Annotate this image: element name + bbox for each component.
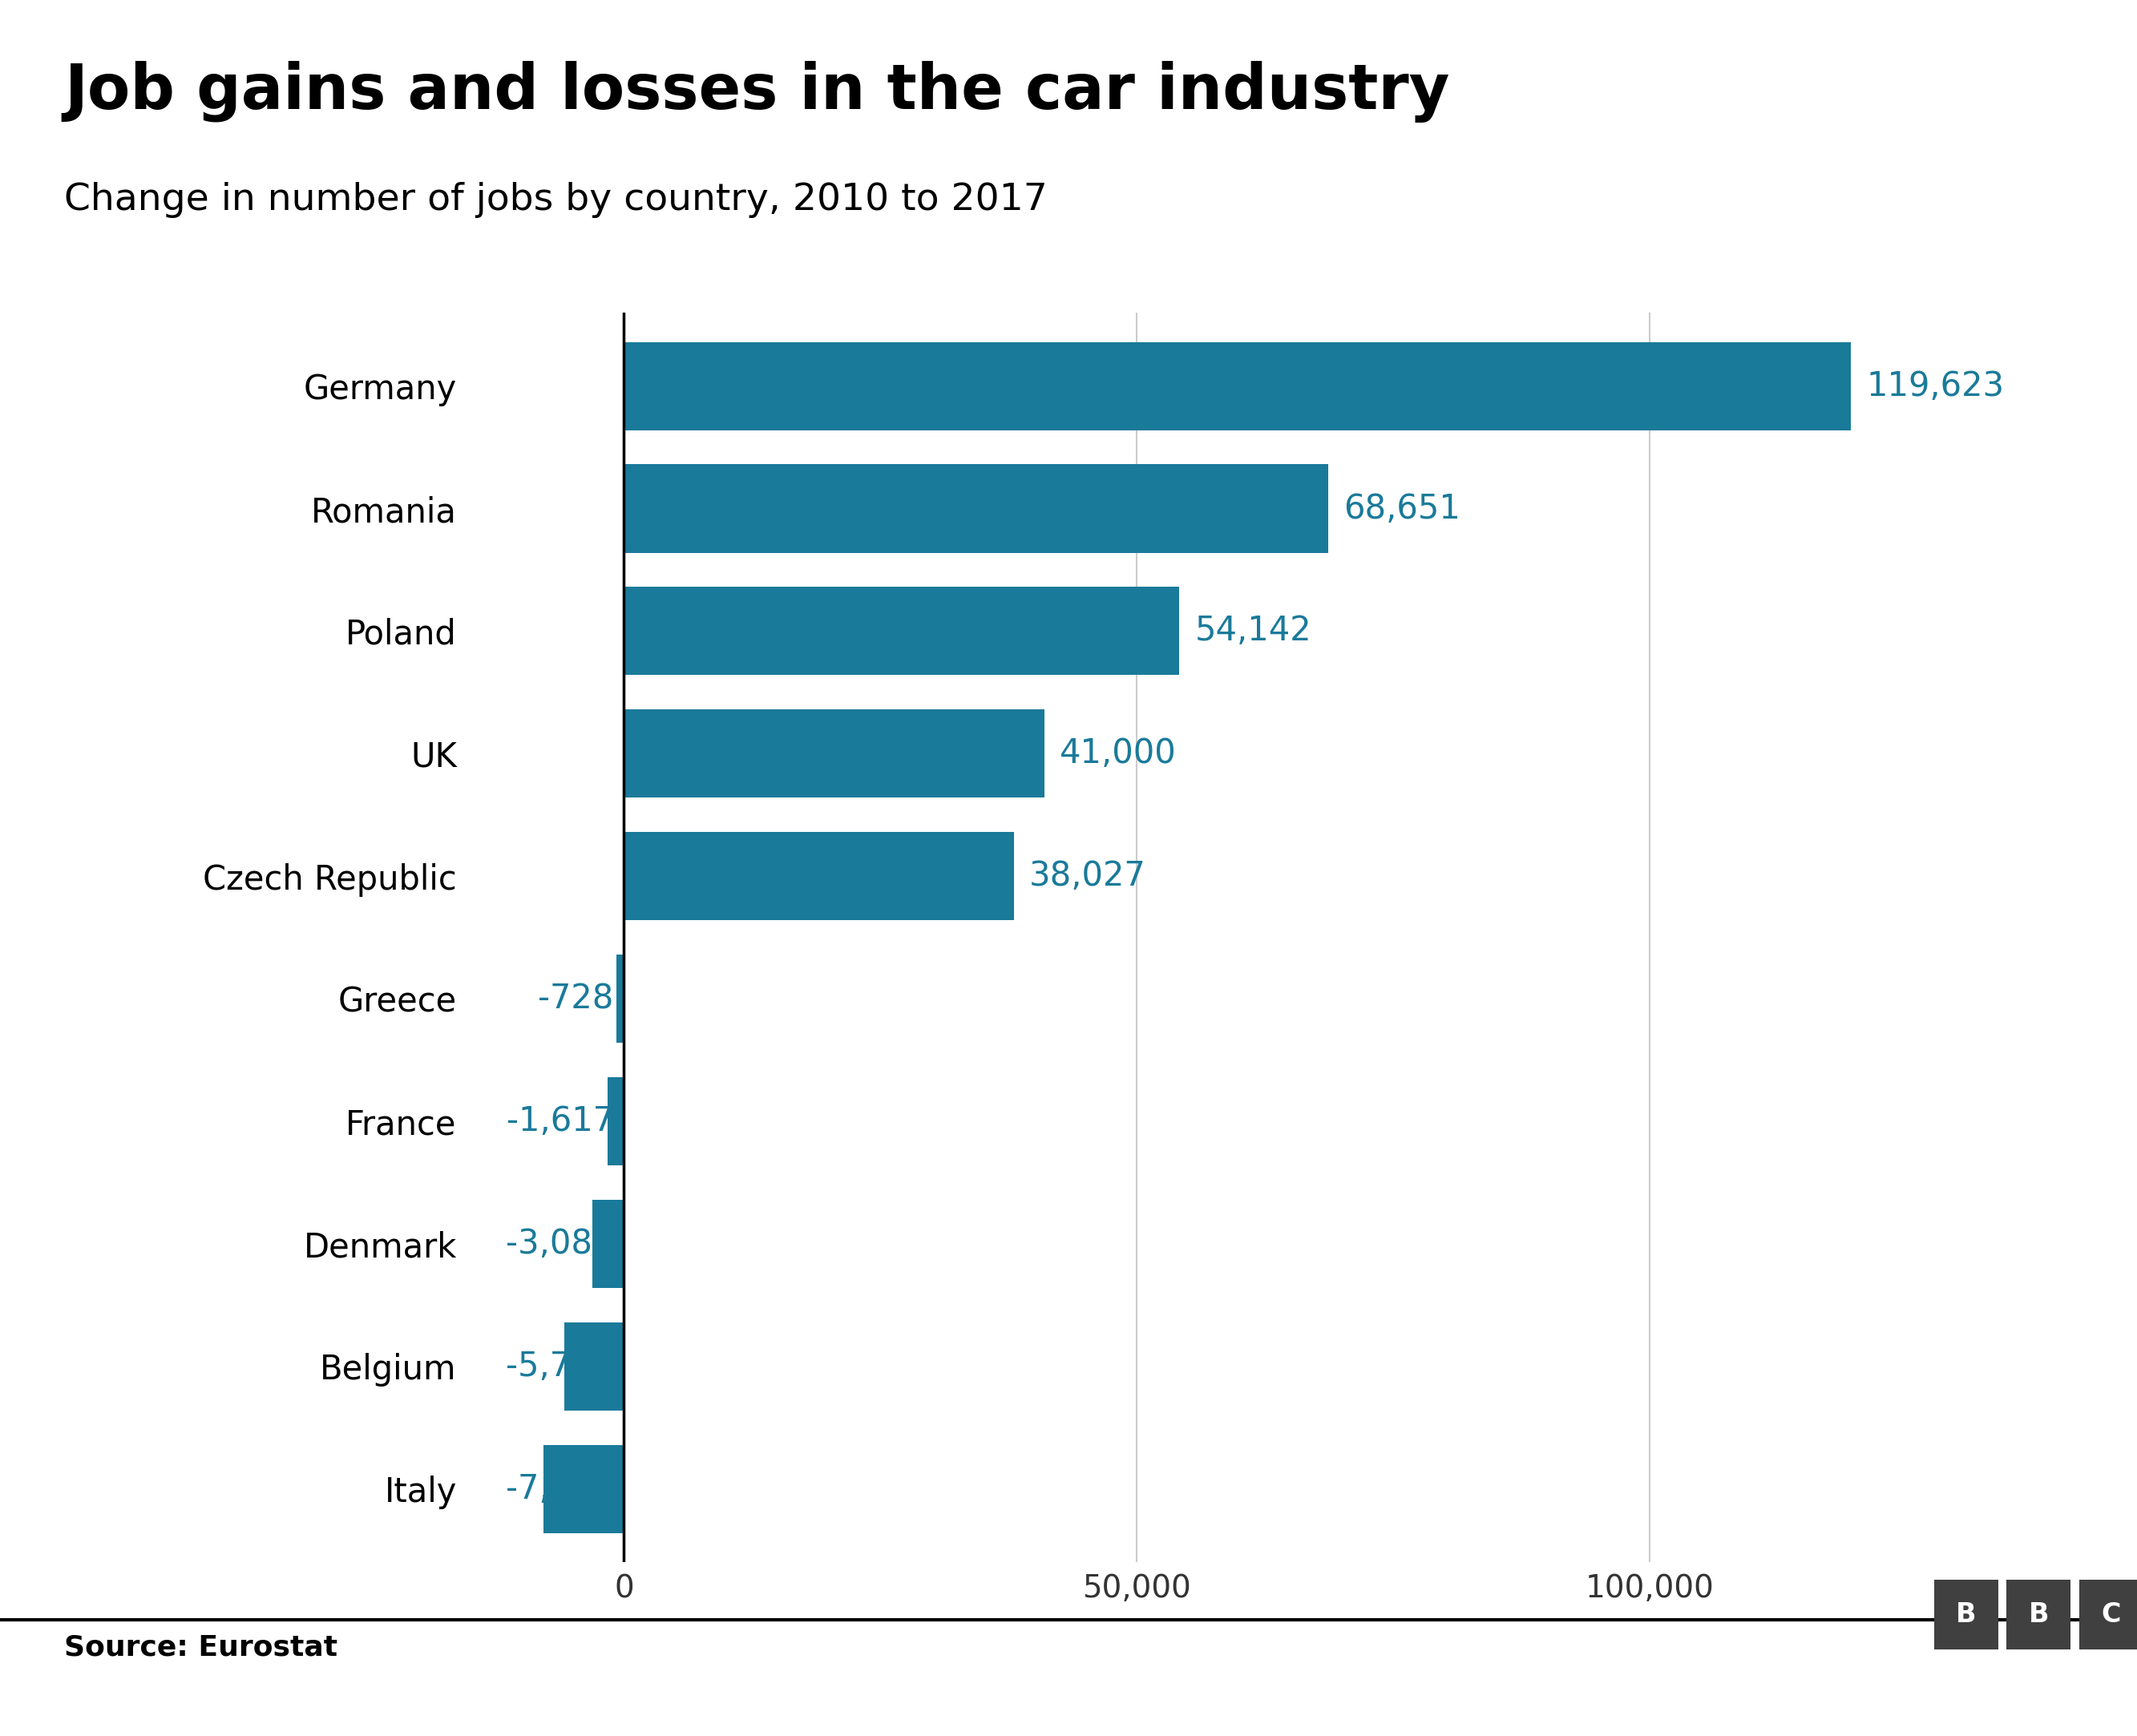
Text: Job gains and losses in the car industry: Job gains and losses in the car industry	[64, 61, 1449, 123]
Text: -7,851: -7,851	[506, 1472, 613, 1505]
Bar	[592, 1200, 624, 1288]
Text: -3,082: -3,082	[506, 1227, 613, 1260]
Text: 38,027: 38,027	[1030, 859, 1145, 892]
Text: -1,617: -1,617	[506, 1104, 613, 1139]
Bar	[543, 1444, 624, 1533]
Text: Source: Eurostat: Source: Eurostat	[64, 1634, 338, 1661]
Text: -728: -728	[539, 983, 613, 1016]
Text: 54,142: 54,142	[1195, 615, 1312, 648]
Text: B: B	[2028, 1601, 2049, 1628]
Bar	[624, 587, 1180, 675]
Bar	[618, 955, 624, 1043]
Text: 68,651: 68,651	[1344, 491, 1460, 526]
Text: Change in number of jobs by country, 2010 to 2017: Change in number of jobs by country, 201…	[64, 182, 1047, 219]
Text: 119,623: 119,623	[1866, 370, 2005, 403]
Bar	[624, 710, 1045, 799]
Text: B: B	[1955, 1601, 1977, 1628]
Bar	[607, 1076, 624, 1165]
Bar	[624, 342, 1851, 431]
Bar	[624, 832, 1015, 920]
Bar	[624, 465, 1329, 552]
Text: C: C	[2101, 1601, 2122, 1628]
Text: 41,000: 41,000	[1060, 736, 1177, 771]
Text: -5,784: -5,784	[506, 1349, 613, 1384]
Bar	[564, 1323, 624, 1410]
